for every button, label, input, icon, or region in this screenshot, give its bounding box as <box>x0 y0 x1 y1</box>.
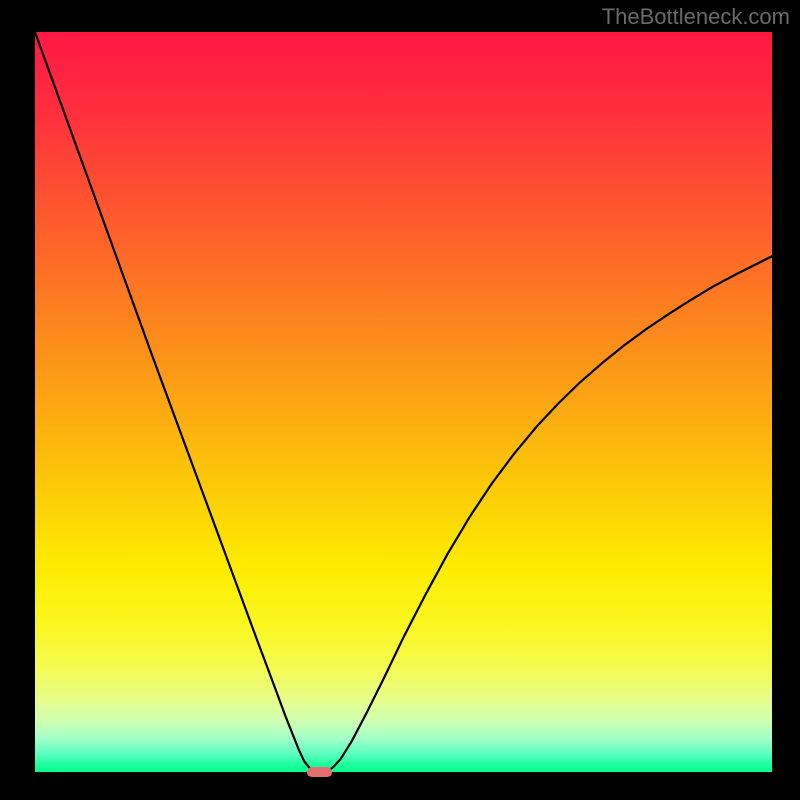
minimum-marker <box>307 767 332 777</box>
plot-area <box>35 32 772 772</box>
curve-svg <box>35 32 772 772</box>
bottleneck-curve <box>35 32 772 772</box>
chart-container: TheBottleneck.com <box>0 0 800 800</box>
watermark-text: TheBottleneck.com <box>602 4 790 30</box>
